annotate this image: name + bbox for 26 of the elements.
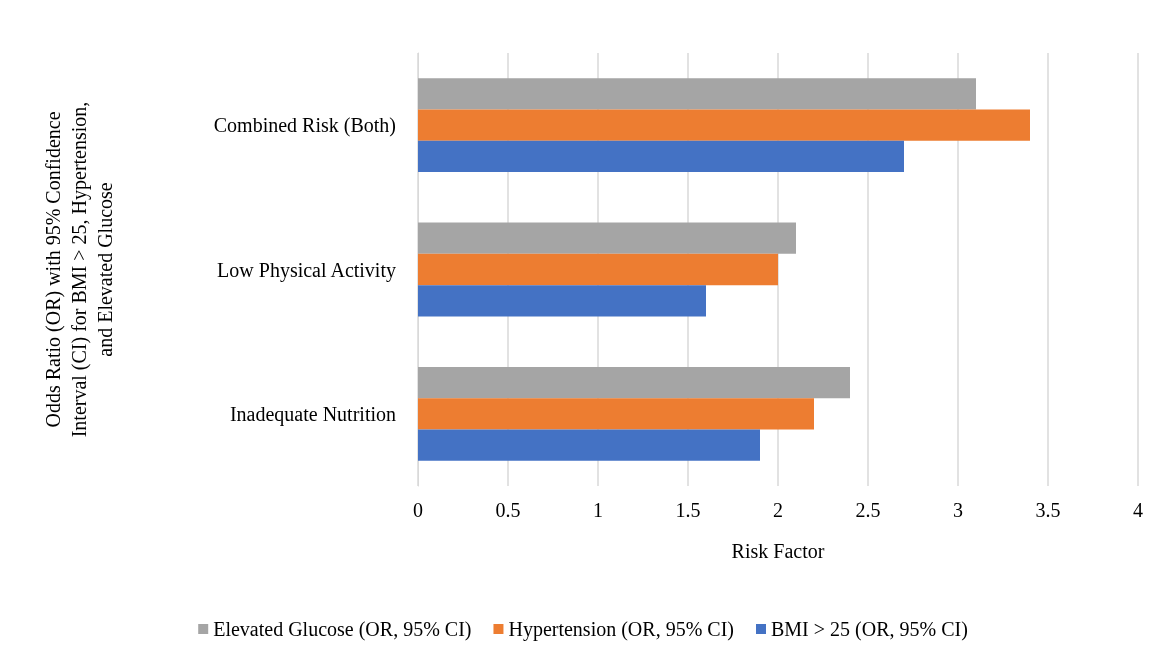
x-tick-label: 2.5 <box>855 499 881 521</box>
bar <box>418 285 706 317</box>
x-tick-label: 1 <box>593 499 603 521</box>
x-tick-label: 1.5 <box>675 499 701 521</box>
x-tick-label: 0.5 <box>495 499 521 521</box>
x-tick-label: 3 <box>953 499 963 521</box>
bar <box>418 140 904 173</box>
legend-label: Hypertension (OR, 95% CI) <box>508 618 734 641</box>
bar <box>418 366 850 399</box>
y-tick-label: Low Physical Activity <box>217 258 396 282</box>
bar <box>418 109 1030 141</box>
bar <box>418 78 976 110</box>
bar <box>418 398 814 430</box>
x-tick-label: 0 <box>413 499 423 521</box>
y-axis-title: Odds Ratio (OR) with 95% Confidence Interval (CI) for BMI > 25, Hypertension, and Elevated Glucose <box>42 101 116 438</box>
bar <box>418 429 760 461</box>
x-axis-title: Risk Factor <box>731 540 825 562</box>
bar <box>418 253 778 286</box>
bar <box>418 222 796 254</box>
x-tick-label: 3.5 <box>1035 499 1061 521</box>
legend-label: Elevated Glucose (OR, 95% CI) <box>213 618 472 641</box>
x-tick-label: 2 <box>773 499 783 521</box>
x-tick-label: 4 <box>1133 499 1143 521</box>
y-tick-label: Inadequate Nutrition <box>229 402 396 426</box>
y-tick-label: Combined Risk (Both) <box>213 114 396 138</box>
legend-label: BMI > 25 (OR, 95% CI) <box>770 618 968 641</box>
